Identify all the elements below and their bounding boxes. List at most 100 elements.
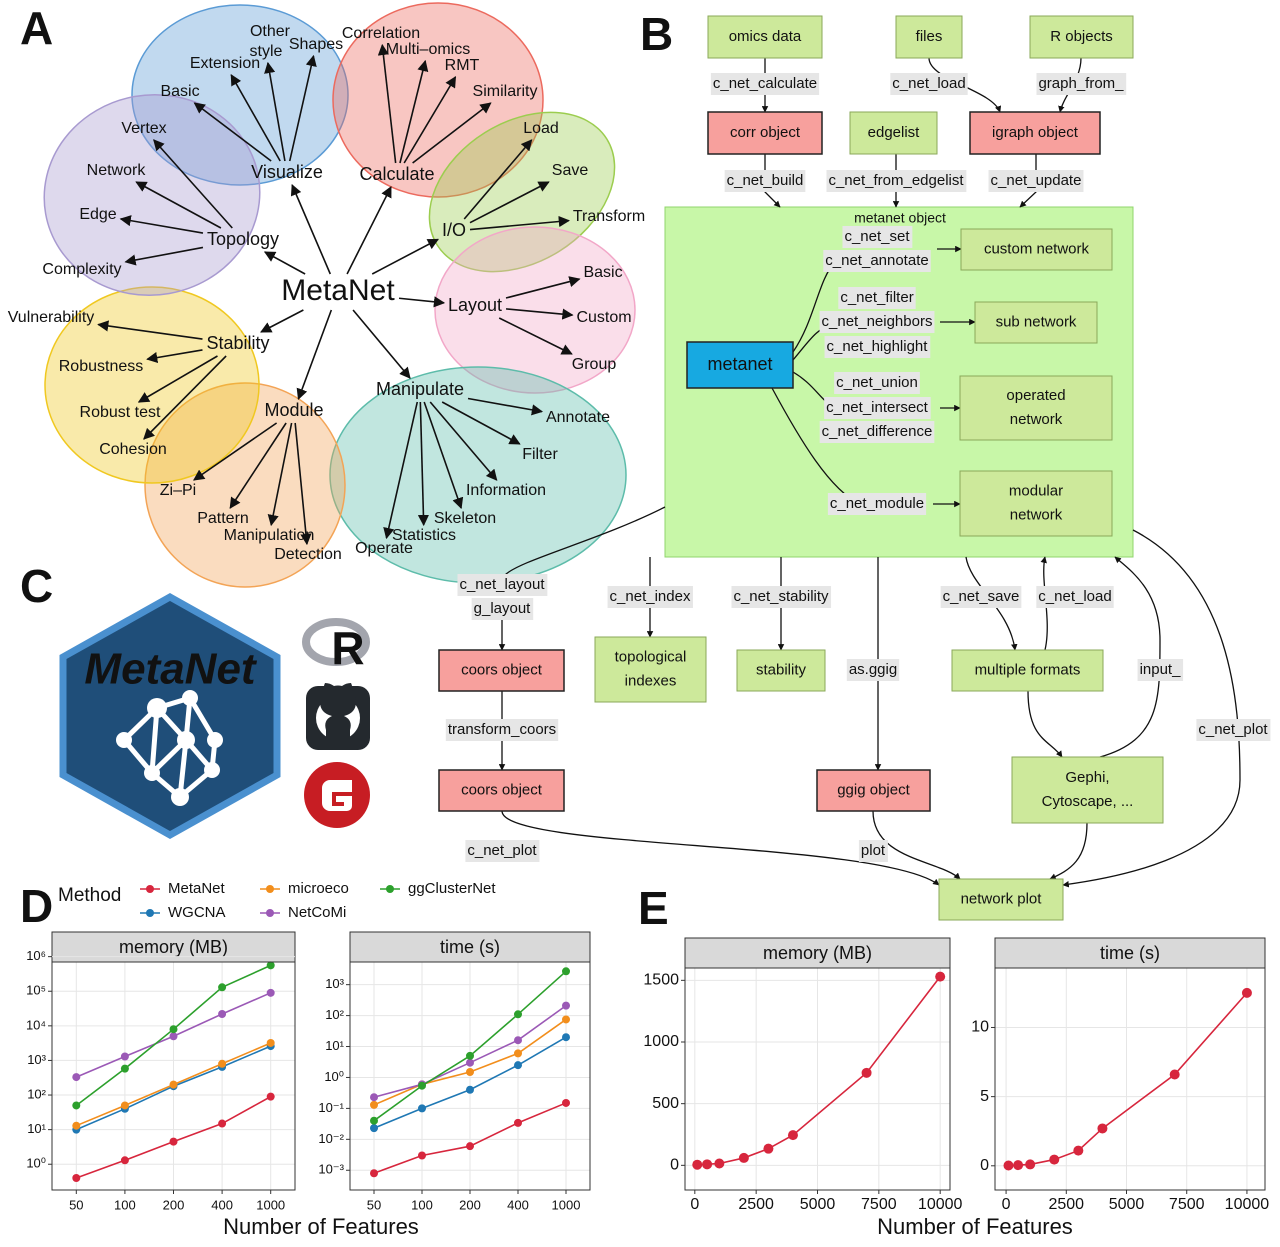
item-label: Manipulation bbox=[224, 527, 315, 544]
y-tick-label: 10⁻² bbox=[318, 1131, 344, 1146]
group-label: Manipulate bbox=[376, 379, 464, 399]
node-label: network bbox=[1010, 506, 1063, 523]
item-label: Annotate bbox=[546, 409, 610, 426]
item-label: Information bbox=[466, 482, 546, 499]
arrow bbox=[352, 309, 411, 379]
point bbox=[266, 1092, 275, 1101]
node-label: custom network bbox=[984, 240, 1090, 257]
edge-label: c_net_calculate bbox=[713, 75, 817, 92]
point bbox=[1169, 1069, 1180, 1080]
legend-key-point bbox=[146, 909, 154, 917]
point bbox=[120, 1101, 129, 1110]
edge-label-bg bbox=[471, 598, 534, 620]
strip bbox=[994, 937, 1266, 969]
edge-label-bg bbox=[445, 719, 559, 741]
point bbox=[169, 1032, 178, 1041]
group-label: Calculate bbox=[359, 164, 434, 184]
logo-nodes bbox=[116, 690, 223, 806]
edge-label-bg bbox=[819, 311, 935, 333]
node-box bbox=[969, 111, 1101, 155]
arrow bbox=[383, 401, 419, 540]
point bbox=[370, 1169, 378, 1178]
point bbox=[466, 1068, 474, 1077]
x-tick-label: 50 bbox=[69, 1197, 83, 1212]
edge bbox=[1027, 690, 1063, 758]
node-box bbox=[895, 15, 963, 59]
edge-label: c_net_set bbox=[844, 228, 910, 245]
strip bbox=[349, 931, 591, 963]
legend-label: MetaNet bbox=[168, 880, 226, 897]
point bbox=[370, 1100, 378, 1109]
point bbox=[562, 1098, 570, 1107]
node-label: modular bbox=[1009, 482, 1063, 499]
item-label: Robustness bbox=[59, 358, 144, 375]
y-tick-label: 10⁶ bbox=[26, 948, 46, 963]
arrow bbox=[119, 215, 204, 234]
point bbox=[466, 1058, 474, 1067]
item-label: Custom bbox=[576, 309, 631, 326]
node-box bbox=[1029, 15, 1134, 59]
edge-label: g_layout bbox=[474, 600, 532, 617]
arrow bbox=[469, 181, 550, 224]
node-box bbox=[849, 111, 938, 155]
arrow bbox=[229, 422, 287, 509]
legend-label: NetCoMi bbox=[288, 904, 346, 921]
item-label: Group bbox=[572, 356, 617, 373]
item-label: RMT bbox=[445, 57, 480, 74]
item-label: Extension bbox=[190, 55, 260, 72]
legend-key-point bbox=[266, 885, 274, 893]
point bbox=[514, 1010, 522, 1019]
point bbox=[218, 983, 227, 992]
item-label: Operate bbox=[355, 540, 413, 557]
edge-label: graph_from_ bbox=[1038, 75, 1124, 92]
edge-label: plot bbox=[861, 842, 886, 859]
x-tick-label: 10000 bbox=[1225, 1196, 1270, 1213]
node-box bbox=[594, 636, 707, 703]
point bbox=[714, 1158, 725, 1169]
group-blob bbox=[43, 93, 261, 297]
x-tick-label: 5000 bbox=[1109, 1196, 1145, 1213]
item-label: style bbox=[250, 43, 283, 60]
logo-hexagon bbox=[59, 592, 281, 840]
point bbox=[514, 1061, 522, 1070]
panel-label: A bbox=[20, 2, 53, 54]
node-box bbox=[959, 470, 1113, 537]
edge bbox=[504, 506, 666, 576]
edge-label: c_net_annotate bbox=[825, 252, 928, 269]
arrow bbox=[505, 308, 574, 320]
arrow bbox=[417, 401, 430, 527]
edge-label: c_net_union bbox=[836, 374, 918, 391]
node-label: operated bbox=[1006, 387, 1065, 404]
y-tick-label: 5 bbox=[980, 1088, 989, 1105]
arrow bbox=[371, 238, 439, 275]
edge-label: c_net_index bbox=[610, 588, 691, 605]
strip-title: memory (MB) bbox=[763, 943, 872, 963]
arrow bbox=[143, 355, 227, 440]
edge-label: c_net_plot bbox=[1198, 721, 1268, 738]
panel-label: B bbox=[640, 8, 673, 60]
group-label: Module bbox=[264, 400, 323, 420]
item-label: Basic bbox=[583, 264, 622, 281]
arrow bbox=[264, 61, 286, 162]
arrow bbox=[294, 422, 312, 546]
point bbox=[514, 1049, 522, 1058]
group-label: Topology bbox=[207, 229, 279, 249]
strip-title: time (s) bbox=[1100, 943, 1160, 963]
edge-label: c_net_plot bbox=[467, 842, 537, 859]
edge-label-bg bbox=[465, 840, 540, 862]
edge-label-bg bbox=[1036, 586, 1114, 608]
node-box bbox=[938, 878, 1064, 921]
node-label: igraph object bbox=[992, 124, 1079, 141]
edge-label-bg bbox=[724, 170, 806, 192]
node-box bbox=[736, 649, 826, 692]
y-tick-label: 10⁰ bbox=[26, 1156, 46, 1171]
point bbox=[218, 1119, 227, 1128]
group-blob bbox=[434, 226, 636, 394]
edge-label-bg bbox=[824, 397, 931, 419]
node-label: metanet bbox=[707, 354, 772, 374]
point bbox=[514, 1118, 522, 1127]
point bbox=[1049, 1154, 1060, 1165]
item-label: Edge bbox=[79, 206, 116, 223]
x-tick-label: 400 bbox=[211, 1197, 233, 1212]
edge bbox=[501, 810, 940, 886]
